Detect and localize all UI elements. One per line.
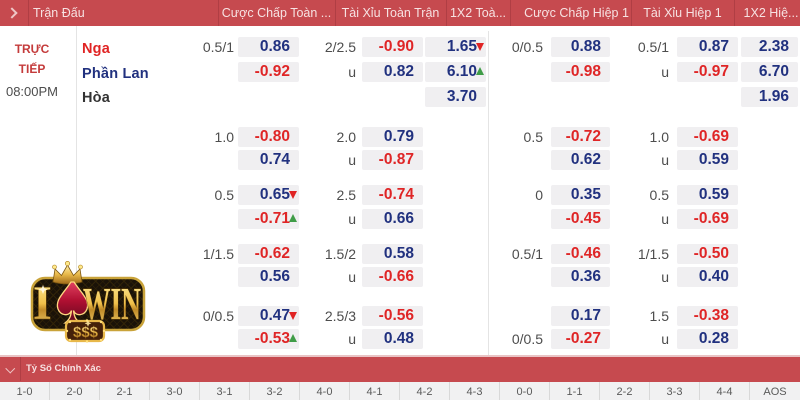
svg-text:WIN: WIN <box>83 278 141 329</box>
svg-text:$$$: $$$ <box>73 324 99 341</box>
svg-text:I: I <box>33 277 52 330</box>
